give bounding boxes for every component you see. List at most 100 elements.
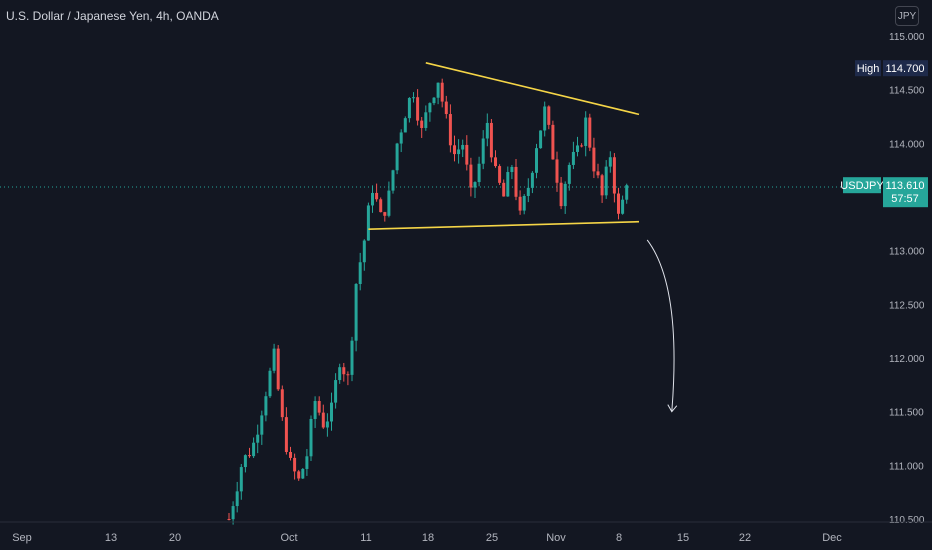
candle-body bbox=[530, 172, 534, 188]
candle-body bbox=[596, 171, 600, 176]
candle-body bbox=[256, 434, 260, 443]
candle-body bbox=[473, 182, 477, 188]
candle-body bbox=[346, 374, 350, 376]
x-tick-label: Dec bbox=[822, 532, 842, 544]
projection-arrow bbox=[646, 239, 675, 412]
y-tick-label: 112.000 bbox=[889, 354, 925, 365]
candle-body bbox=[284, 417, 288, 452]
candle-body bbox=[317, 401, 321, 413]
candle-body bbox=[489, 122, 493, 158]
chart-title: U.S. Dollar / Japanese Yen, 4h, OANDA bbox=[6, 9, 219, 23]
symbol-label: USDJPY bbox=[840, 180, 884, 192]
high-label: High bbox=[857, 63, 880, 75]
y-tick-label: 111.000 bbox=[889, 461, 924, 472]
candle-body bbox=[305, 456, 309, 469]
current-price: 113.610 bbox=[886, 180, 925, 192]
x-tick-label: 13 bbox=[105, 532, 117, 544]
candle-body bbox=[342, 367, 346, 375]
currency-button[interactable]: JPY bbox=[895, 6, 919, 26]
y-tick-label: 114.000 bbox=[889, 139, 925, 150]
candle-body bbox=[567, 164, 571, 184]
candle-body bbox=[350, 340, 354, 375]
candle-body bbox=[617, 193, 620, 214]
candle-body bbox=[563, 183, 567, 207]
candle-body bbox=[522, 195, 526, 211]
candle-body bbox=[448, 114, 452, 146]
candle-body bbox=[469, 164, 473, 188]
candle-body bbox=[272, 348, 276, 371]
x-tick-label: Nov bbox=[546, 532, 566, 544]
candle-body bbox=[297, 471, 301, 479]
candle-body bbox=[330, 402, 333, 422]
candle-body bbox=[498, 166, 502, 183]
candle-body bbox=[576, 145, 579, 152]
candle-body bbox=[387, 190, 391, 216]
candle-body bbox=[612, 157, 616, 194]
countdown: 57:57 bbox=[891, 193, 919, 205]
candle-body bbox=[584, 117, 588, 146]
candle-body bbox=[485, 122, 489, 139]
candle-body bbox=[608, 157, 612, 167]
candle-body bbox=[289, 451, 292, 458]
candle-body bbox=[621, 199, 625, 214]
candle-body bbox=[514, 166, 518, 197]
candle-body bbox=[502, 182, 506, 197]
candle-body bbox=[293, 457, 297, 472]
candle-body bbox=[416, 97, 420, 121]
candle-body bbox=[571, 151, 575, 165]
candle-body bbox=[375, 192, 379, 200]
candle-body bbox=[248, 455, 251, 457]
candle-body bbox=[231, 506, 235, 520]
candle-body bbox=[588, 117, 592, 148]
candle-body bbox=[444, 101, 448, 115]
x-tick-label: 25 bbox=[486, 532, 498, 544]
y-tick-label: 111.500 bbox=[889, 408, 924, 419]
candle-body bbox=[280, 389, 284, 418]
candle-body bbox=[432, 97, 436, 104]
candle-body bbox=[424, 112, 428, 128]
candle-body bbox=[391, 170, 395, 191]
candle-body bbox=[358, 262, 362, 285]
candle-body bbox=[465, 144, 469, 165]
candle-body bbox=[510, 166, 514, 173]
candle-body bbox=[428, 103, 432, 113]
x-tick-label: 22 bbox=[739, 532, 751, 544]
candle-body bbox=[604, 166, 608, 196]
trendline-lower bbox=[368, 220, 640, 230]
x-tick-label: 15 bbox=[677, 532, 689, 544]
candle-body bbox=[559, 182, 563, 207]
candle-body bbox=[518, 196, 522, 211]
candle-body bbox=[309, 418, 313, 457]
candle-body bbox=[436, 82, 440, 98]
candle-body bbox=[407, 98, 411, 119]
candle-body bbox=[321, 412, 325, 428]
candle-body bbox=[301, 468, 305, 479]
candle-body bbox=[252, 442, 256, 457]
symbol-tag bbox=[843, 177, 881, 194]
x-tick-label: Oct bbox=[280, 532, 297, 544]
candle-body bbox=[551, 124, 555, 160]
candle-body bbox=[420, 120, 424, 128]
x-tick-label: 20 bbox=[169, 532, 181, 544]
x-tick-label: 18 bbox=[422, 532, 434, 544]
high-value-tag bbox=[883, 60, 928, 77]
y-tick-label: 110.500 bbox=[889, 515, 925, 526]
high-label-tag bbox=[855, 60, 881, 77]
candle-body bbox=[268, 370, 272, 397]
candle-body bbox=[334, 380, 338, 403]
candle-body bbox=[383, 212, 387, 216]
candle-body bbox=[494, 157, 497, 167]
candle-body bbox=[403, 118, 407, 133]
candle-body bbox=[440, 82, 444, 102]
projection-arrowhead bbox=[667, 404, 678, 413]
candle-body bbox=[555, 159, 559, 183]
y-tick-label: 114.500 bbox=[889, 86, 925, 97]
candle-body bbox=[592, 147, 596, 172]
current-price-tag bbox=[883, 177, 928, 208]
candle-body bbox=[260, 415, 264, 435]
x-tick-label: 8 bbox=[616, 532, 622, 544]
candle-body bbox=[243, 455, 247, 468]
candle-body bbox=[461, 144, 465, 150]
candle-body bbox=[547, 106, 551, 125]
